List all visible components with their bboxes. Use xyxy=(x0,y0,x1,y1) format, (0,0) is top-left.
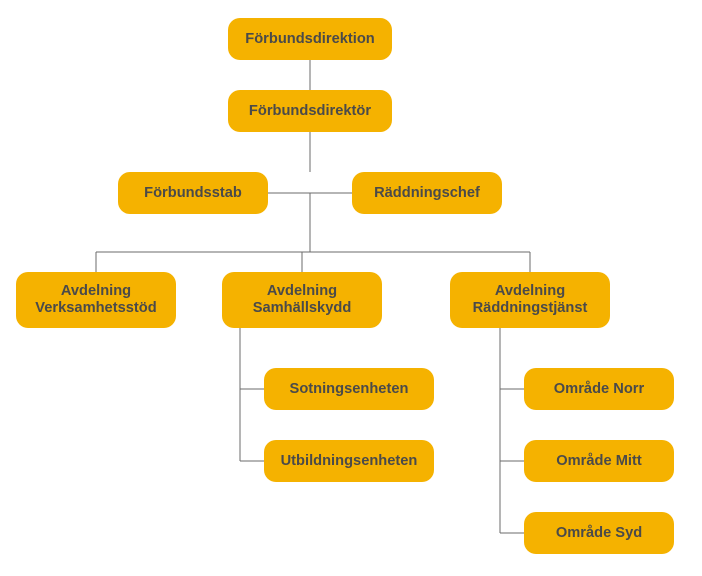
org-node-n7: Avdelning Räddningstjänst xyxy=(450,272,610,328)
org-node-label: Område Mitt xyxy=(556,453,642,470)
org-node-label: Förbundsstab xyxy=(144,185,242,202)
org-node-n12: Område Syd xyxy=(524,512,674,554)
org-node-n11: Område Mitt xyxy=(524,440,674,482)
org-node-n1: Förbundsdirektion xyxy=(228,18,392,60)
org-node-label: Område Norr xyxy=(554,381,644,398)
org-node-n4: Räddningschef xyxy=(352,172,502,214)
org-node-n8: Sotningsenheten xyxy=(264,368,434,410)
org-node-label: Förbundsdirektion xyxy=(245,31,374,48)
org-node-label: Avdelning Samhällskydd xyxy=(253,283,352,317)
org-node-label: Sotningsenheten xyxy=(290,381,409,398)
org-node-label: Avdelning Verksamhetsstöd xyxy=(35,283,156,317)
org-node-label: Område Syd xyxy=(556,525,642,542)
org-node-label: Avdelning Räddningstjänst xyxy=(473,283,588,317)
org-node-label: Räddningschef xyxy=(374,185,480,202)
org-node-n10: Område Norr xyxy=(524,368,674,410)
org-node-n6: Avdelning Samhällskydd xyxy=(222,272,382,328)
org-node-n2: Förbundsdirektör xyxy=(228,90,392,132)
org-node-n9: Utbildningsenheten xyxy=(264,440,434,482)
org-node-n5: Avdelning Verksamhetsstöd xyxy=(16,272,176,328)
org-chart: Förbundsdirektion Förbundsdirektör Förbund… xyxy=(0,0,702,576)
org-node-n3: Förbundsstab xyxy=(118,172,268,214)
org-node-label: Utbildningsenheten xyxy=(281,453,418,470)
org-node-label: Förbundsdirektör xyxy=(249,103,371,120)
